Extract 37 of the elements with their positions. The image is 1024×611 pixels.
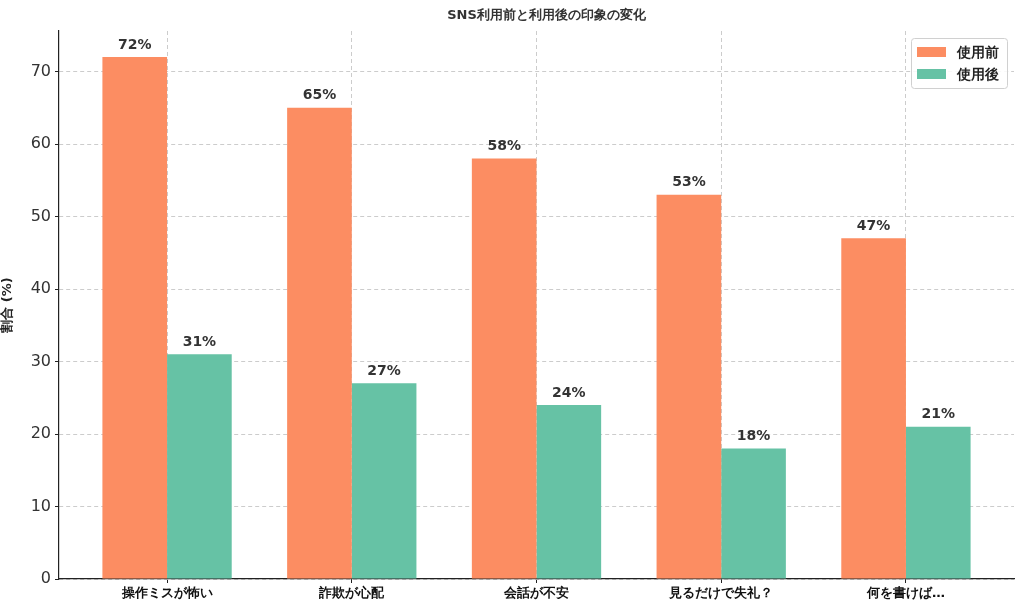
y-tick-label: 20 (30, 423, 51, 443)
bar (351, 383, 417, 579)
data-label: 31% (182, 332, 217, 349)
y-axis-title: 割合 (%) (0, 277, 15, 334)
data-label: 27% (367, 361, 401, 378)
y-tick-label: 50 (30, 205, 51, 225)
legend-label: 使用後 (956, 65, 999, 82)
y-tick-label: 60 (30, 133, 51, 153)
bar (536, 405, 602, 579)
y-tick-label: 70 (30, 60, 51, 80)
chart-title: SNS利用前と利用後の印象の変化 (447, 7, 647, 23)
bar (471, 158, 537, 579)
bar (656, 194, 722, 579)
x-tick-label: 詐欺が心配 (318, 585, 386, 601)
bar (287, 107, 352, 579)
data-label: 18% (736, 427, 771, 444)
y-tick-label: 10 (30, 495, 51, 515)
data-label: 72% (117, 35, 152, 52)
y-tick-label: 30 (30, 350, 51, 370)
y-tick-label: 40 (30, 278, 51, 298)
data-label: 24% (552, 383, 586, 400)
legend-label: 使用前 (956, 43, 999, 60)
y-tick-label: 0 (40, 568, 51, 588)
bar (102, 57, 168, 579)
x-tick-label: 何を書けば… (865, 585, 945, 601)
data-label: 21% (921, 405, 956, 422)
bar (167, 354, 232, 579)
data-label: 65% (302, 86, 337, 103)
bar (905, 426, 971, 579)
bar (841, 238, 906, 579)
data-label: 58% (487, 137, 521, 154)
x-tick-label: 操作ミスが怖い (120, 585, 213, 601)
x-tick-label: 見るだけで失礼？ (668, 585, 774, 601)
data-label: 53% (672, 173, 706, 190)
data-label: 47% (856, 216, 891, 233)
x-tick-label: 会話が不安 (503, 585, 569, 601)
bar (721, 448, 786, 579)
